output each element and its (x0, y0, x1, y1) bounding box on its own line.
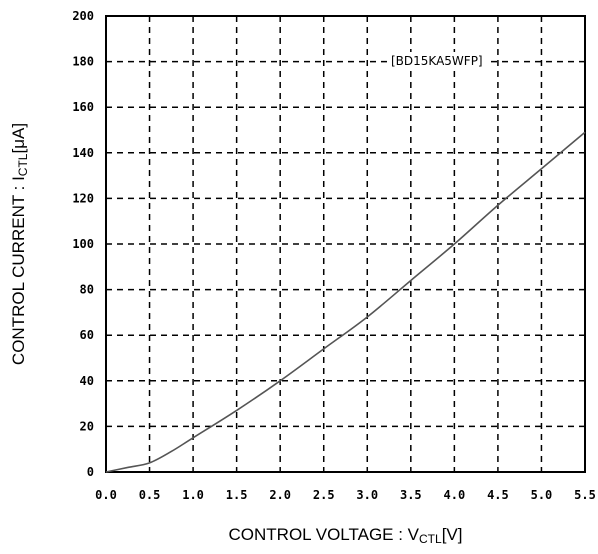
x-tick-label: 1.0 (182, 488, 204, 502)
y-axis-label-main: CONTROL CURRENT : I (9, 176, 28, 365)
series-lines (105, 131, 586, 473)
y-tick-label: 100 (72, 237, 94, 251)
y-tick-label: 180 (72, 55, 94, 69)
x-tick-label: 5.0 (531, 488, 553, 502)
y-tick-label: 120 (72, 191, 94, 205)
plot-frame (105, 15, 586, 473)
x-tick-label: 0.0 (95, 488, 117, 502)
x-tick-label: 2.5 (313, 488, 335, 502)
y-tick-label: 0 (87, 465, 94, 479)
x-tick-label: 2.0 (269, 488, 291, 502)
y-tick-label: 80 (80, 283, 94, 297)
y-tick-label: 60 (80, 328, 94, 342)
annotation-background (387, 52, 487, 70)
device-annotation: [BD15KA5WFP] (391, 54, 483, 68)
y-tick-label: 160 (72, 100, 94, 114)
series-line (105, 131, 586, 473)
x-tick-labels: 0.0 0.5 1.0 1.5 2.0 2.5 3.0 3.5 4.0 4.5 5.0 5.5 (95, 488, 596, 502)
x-tick-label: 4.5 (487, 488, 509, 502)
x-tick-label: 3.0 (356, 488, 378, 502)
x-tick-label: 3.5 (400, 488, 422, 502)
x-axis-label-sub: CTL (419, 532, 442, 546)
x-axis-label-unit: [V] (442, 525, 463, 544)
grid (106, 16, 585, 472)
y-tick-label: 200 (72, 9, 94, 23)
x-axis-label-main: CONTROL VOLTAGE : V (229, 525, 420, 544)
y-axis-label: CONTROL CURRENT : ICTL[μA] (9, 123, 30, 365)
y-tick-label: 20 (80, 419, 94, 433)
y-tick-label: 40 (80, 374, 94, 388)
y-axis-label-sub: CTL (16, 153, 30, 176)
y-tick-label: 140 (72, 146, 94, 160)
x-axis-label: CONTROL VOLTAGE : VCTL[V] (229, 525, 463, 546)
x-tick-label: 4.0 (444, 488, 466, 502)
x-tick-label: 5.5 (574, 488, 596, 502)
x-tick-label: 0.5 (139, 488, 161, 502)
y-axis-label-unit: [μA] (9, 123, 28, 154)
y-tick-labels: 0 20 40 60 80 100 120 140 160 180 200 (72, 9, 94, 479)
x-tick-label: 1.5 (226, 488, 248, 502)
